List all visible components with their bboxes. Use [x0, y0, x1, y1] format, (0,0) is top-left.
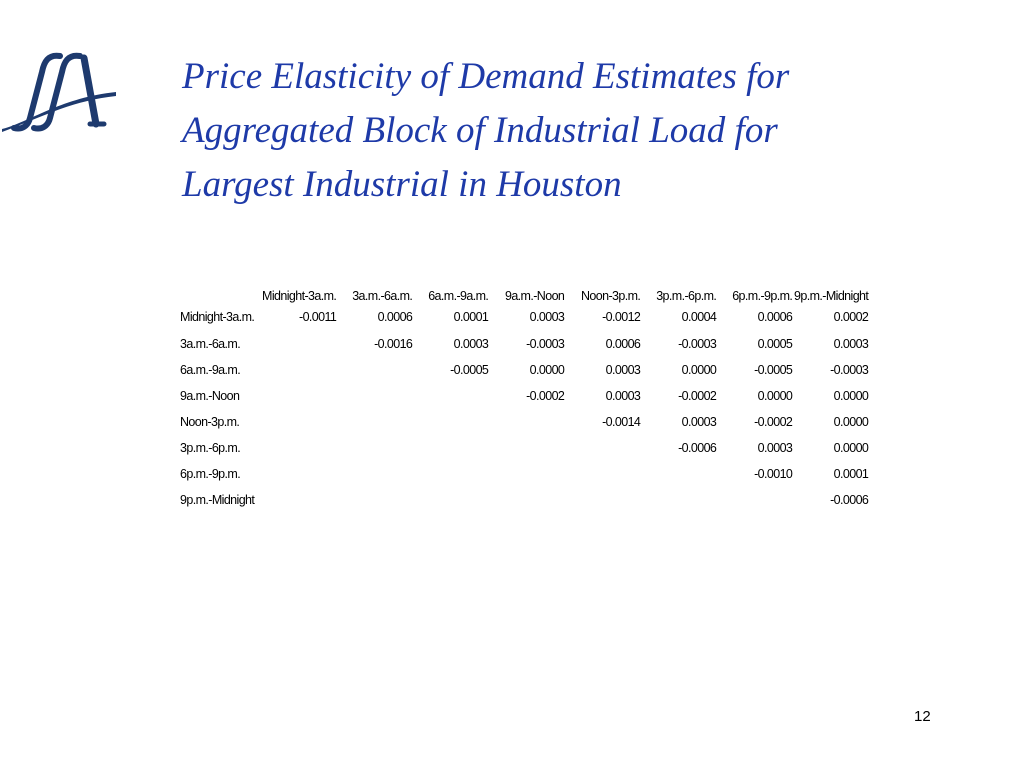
title-line-3: Largest Industrial in Houston	[182, 164, 622, 205]
table-cell: -0.0011	[299, 310, 337, 324]
table-row: 9a.m.-Noon -0.0002 0.0003 -0.0002 0.0000…	[180, 383, 869, 409]
table-cell: 0.0004	[681, 310, 717, 324]
table-row: 6a.m.-9a.m. -0.0005 0.0000 0.0003 0.0000…	[180, 357, 869, 383]
table-cell: -0.0012	[602, 310, 641, 324]
column-header: 9p.m.-Midnight	[794, 289, 869, 303]
table-cell: 0.0000	[833, 441, 869, 455]
table-cell: 0.0000	[529, 363, 565, 377]
table-cell: 0.0006	[377, 310, 413, 324]
table-cell	[412, 435, 488, 461]
table-cell	[262, 461, 336, 487]
table-cell: 0.0003	[605, 389, 641, 403]
table-cell	[488, 409, 564, 435]
table-cell: -0.0003	[830, 363, 869, 377]
table-cell	[412, 409, 488, 435]
table-cell	[564, 487, 640, 513]
table-cell: 0.0003	[757, 441, 793, 455]
table-cell	[336, 409, 412, 435]
table-cell: 0.0003	[833, 337, 869, 351]
table-cell: 0.0000	[681, 363, 717, 377]
column-header: 6p.m.-9p.m.	[732, 289, 793, 303]
row-label: 6a.m.-9a.m.	[180, 363, 241, 377]
table-cell: 0.0003	[529, 310, 565, 324]
table-cell	[336, 383, 412, 409]
table-cell: 0.0006	[757, 310, 793, 324]
column-header: Midnight-3a.m.	[262, 289, 337, 303]
table-cell	[564, 461, 640, 487]
table-cell	[262, 487, 336, 513]
table-cell: 0.0001	[833, 467, 869, 481]
table-cell	[716, 487, 792, 513]
row-label: 6p.m.-9p.m.	[180, 467, 241, 481]
row-label: 9a.m.-Noon	[180, 389, 240, 403]
table-cell: -0.0014	[602, 415, 641, 429]
table-row: Midnight-3a.m. -0.0011 0.0006 0.0001 0.0…	[180, 303, 869, 331]
row-label: 3p.m.-6p.m.	[180, 441, 241, 455]
table-cell: -0.0003	[526, 337, 565, 351]
table-cell: -0.0003	[678, 337, 717, 351]
elasticity-matrix-table: Midnight-3a.m. 3a.m.-6a.m. 6a.m.-9a.m. 9…	[180, 283, 869, 513]
table-cell	[262, 435, 336, 461]
table-cell	[488, 487, 564, 513]
table-cell	[336, 487, 412, 513]
column-header: 3a.m.-6a.m.	[352, 289, 413, 303]
table-row: 3a.m.-6a.m. -0.0016 0.0003 -0.0003 0.000…	[180, 331, 869, 357]
table-cell: -0.0010	[754, 467, 793, 481]
table-cell: 0.0002	[833, 310, 869, 324]
table-cell	[336, 357, 412, 383]
table-cell: -0.0006	[830, 493, 869, 507]
table-cell	[412, 461, 488, 487]
table-cell	[488, 435, 564, 461]
table-cell	[488, 461, 564, 487]
table-cell: 0.0006	[605, 337, 641, 351]
table-cell: 0.0005	[757, 337, 793, 351]
table-cell: 0.0003	[453, 337, 489, 351]
table-cell: 0.0003	[605, 363, 641, 377]
table-cell: 0.0000	[757, 389, 793, 403]
row-label: Noon-3p.m.	[180, 415, 240, 429]
row-label: 3a.m.-6a.m.	[180, 337, 241, 351]
table-cell: -0.0002	[678, 389, 717, 403]
row-label: Midnight-3a.m.	[180, 310, 255, 324]
page-number: 12	[914, 708, 931, 725]
table-corner-cell	[180, 283, 262, 303]
table-cell: -0.0006	[678, 441, 717, 455]
company-logo	[2, 52, 116, 132]
table-cell	[262, 331, 336, 357]
column-header: 6a.m.-9a.m.	[428, 289, 489, 303]
table-row: 3p.m.-6p.m. -0.0006 0.0003 0.0000	[180, 435, 869, 461]
table-cell	[336, 435, 412, 461]
table-cell	[262, 409, 336, 435]
table-row: 9p.m.-Midnight -0.0006	[180, 487, 869, 513]
table-cell	[412, 383, 488, 409]
table-cell	[262, 383, 336, 409]
column-header: 9a.m.-Noon	[504, 289, 565, 303]
column-header: 3p.m.-6p.m.	[656, 289, 717, 303]
table-cell: -0.0016	[374, 337, 413, 351]
table-cell: 0.0000	[833, 415, 869, 429]
title-line-2: Aggregated Block of Industrial Load for	[182, 110, 778, 151]
slide-title: Price Elasticity of Demand Estimates for…	[182, 50, 982, 212]
table-cell: 0.0000	[833, 389, 869, 403]
table-cell	[336, 461, 412, 487]
table-row: 6p.m.-9p.m. -0.0010 0.0001	[180, 461, 869, 487]
table-cell	[412, 487, 488, 513]
table-row: Noon-3p.m. -0.0014 0.0003 -0.0002 0.0000	[180, 409, 869, 435]
table-cell	[640, 461, 716, 487]
table-header-row: Midnight-3a.m. 3a.m.-6a.m. 6a.m.-9a.m. 9…	[180, 283, 869, 303]
table-cell	[640, 487, 716, 513]
table-cell: -0.0005	[450, 363, 489, 377]
table-cell: 0.0003	[681, 415, 717, 429]
table-cell	[262, 357, 336, 383]
column-header: Noon-3p.m.	[580, 289, 641, 303]
table-cell: 0.0001	[453, 310, 489, 324]
table-cell: -0.0005	[754, 363, 793, 377]
table-cell	[564, 435, 640, 461]
row-label: 9p.m.-Midnight	[180, 493, 255, 507]
table-cell: -0.0002	[526, 389, 565, 403]
table-cell: -0.0002	[754, 415, 793, 429]
title-line-1: Price Elasticity of Demand Estimates for	[182, 56, 790, 97]
